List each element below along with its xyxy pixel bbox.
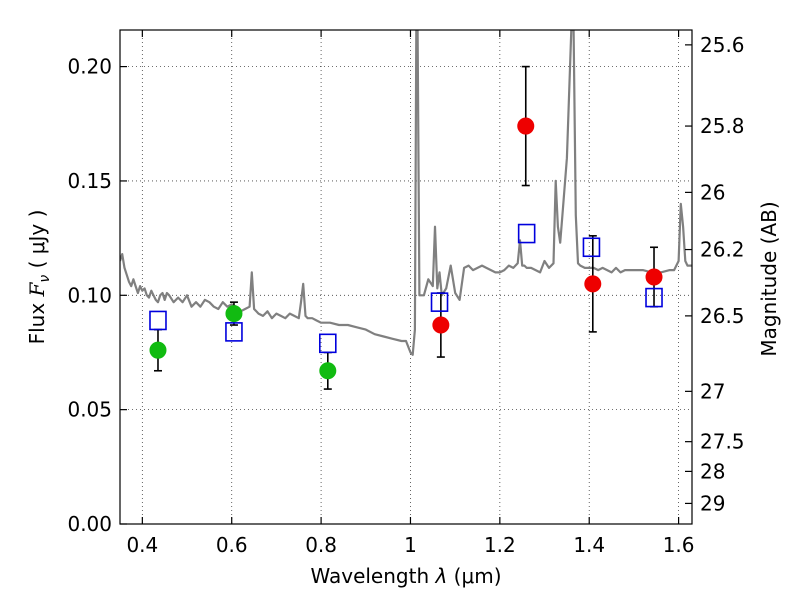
nir-photometry-point: [517, 117, 535, 135]
model-photometry-square: [517, 223, 536, 244]
model-spectrum-line: [120, 30, 692, 356]
mag-tick-label: 27: [700, 379, 725, 403]
model-photometry-square: [582, 237, 601, 258]
mag-tick-label: 29: [700, 491, 725, 515]
model-photometry-square: [645, 287, 663, 308]
mag-tick-label: 26.5: [700, 304, 745, 328]
x-tick-label: 0.8: [305, 533, 337, 557]
optical-photometry-point: [225, 305, 243, 323]
right-axis-title: Magnitude (AB): [757, 201, 781, 356]
y-tick-label: 0.20: [67, 55, 112, 79]
model-photometry-square: [430, 292, 449, 312]
mag-tick-label: 26: [700, 180, 725, 204]
x-tick-label: 0.4: [126, 533, 158, 557]
y-tick-label: 0.00: [67, 512, 112, 536]
y-tick-label: 0.15: [67, 169, 112, 193]
model-photometry-square: [149, 310, 167, 331]
x-tick-label: 1.2: [484, 533, 516, 557]
plot-frame: [119, 29, 693, 525]
optical-photometry-point: [319, 362, 337, 380]
nir-photometry-point: [645, 268, 663, 286]
y-axis-title: Flux Fν ( μJy ): [25, 210, 53, 345]
model-photometry-square: [318, 333, 337, 354]
markers: [149, 117, 663, 380]
plot-area: [120, 30, 692, 356]
mag-tick-label: 28: [700, 459, 725, 483]
mag-tick-label: 25.6: [700, 33, 745, 57]
model-photometry-square: [225, 322, 243, 342]
x-tick-label: 1: [404, 533, 417, 557]
tick-labels: 0.4 0.6 0.8 1 1.2 1.4 1.6 0.00 0.05 0.10 0.15 0.20 2…: [67, 33, 744, 557]
y-tick-label: 0.10: [67, 283, 112, 307]
mag-tick-label: 26.2: [700, 238, 745, 262]
x-axis-title: Wavelength λ (μm): [310, 564, 501, 588]
x-tick-label: 1.6: [663, 533, 695, 557]
mag-tick-label: 25.8: [700, 114, 745, 138]
mag-tick-label: 27.5: [700, 430, 745, 454]
optical-photometry-point: [149, 341, 167, 359]
ticks: [120, 30, 692, 525]
nir-photometry-point: [432, 316, 450, 334]
x-tick-label: 1.4: [573, 533, 605, 557]
y-tick-label: 0.05: [67, 398, 112, 422]
x-tick-label: 0.6: [216, 533, 248, 557]
grid: [120, 30, 692, 525]
nir-photometry-point: [584, 275, 602, 293]
